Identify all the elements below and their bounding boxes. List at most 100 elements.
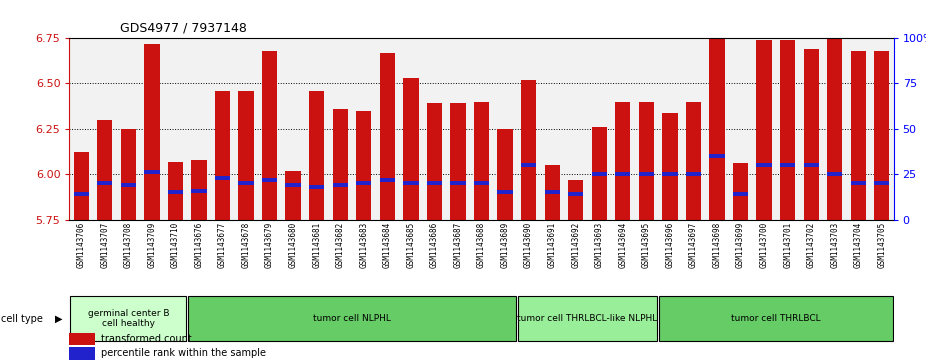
- Text: GSM1143681: GSM1143681: [312, 222, 321, 268]
- Bar: [120, 129, 136, 220]
- Bar: [804, 163, 819, 167]
- Bar: [497, 129, 513, 220]
- Text: GSM1143709: GSM1143709: [147, 222, 156, 268]
- Text: GSM1143678: GSM1143678: [242, 222, 251, 268]
- Bar: [262, 178, 277, 182]
- Bar: [215, 176, 231, 180]
- Bar: [450, 103, 466, 220]
- Bar: [732, 163, 748, 220]
- Text: GSM1143696: GSM1143696: [666, 222, 674, 268]
- Text: GSM1143680: GSM1143680: [289, 222, 297, 268]
- Text: GSM1143688: GSM1143688: [477, 222, 486, 268]
- Bar: [709, 25, 725, 220]
- Text: tumor cell THRLBCL-like NLPHL: tumor cell THRLBCL-like NLPHL: [518, 314, 657, 323]
- Bar: [403, 181, 419, 185]
- Bar: [518, 297, 657, 340]
- Bar: [592, 172, 607, 176]
- Bar: [168, 190, 183, 194]
- Bar: [474, 181, 489, 185]
- Text: GSM1143705: GSM1143705: [877, 222, 886, 268]
- Text: tumor cell NLPHL: tumor cell NLPHL: [313, 314, 391, 323]
- Bar: [874, 181, 890, 185]
- Bar: [757, 163, 771, 167]
- Text: GSM1143700: GSM1143700: [759, 222, 769, 268]
- Bar: [615, 102, 631, 220]
- Bar: [732, 192, 748, 196]
- Bar: [144, 170, 159, 174]
- Bar: [97, 181, 112, 185]
- Bar: [827, 172, 843, 176]
- Bar: [168, 162, 183, 220]
- Bar: [686, 172, 701, 176]
- Text: GSM1143689: GSM1143689: [501, 222, 509, 268]
- Text: GSM1143710: GSM1143710: [171, 222, 180, 268]
- Text: GSM1143699: GSM1143699: [736, 222, 745, 268]
- Text: GDS4977 / 7937148: GDS4977 / 7937148: [120, 21, 247, 34]
- Bar: [144, 44, 159, 220]
- Text: GSM1143676: GSM1143676: [194, 222, 204, 268]
- Text: GSM1143708: GSM1143708: [124, 222, 132, 268]
- Text: GSM1143677: GSM1143677: [218, 222, 227, 268]
- Bar: [544, 190, 560, 194]
- Bar: [215, 91, 231, 220]
- Bar: [309, 91, 324, 220]
- Text: GSM1143698: GSM1143698: [712, 222, 721, 268]
- Bar: [544, 165, 560, 220]
- Bar: [709, 154, 725, 158]
- Bar: [851, 181, 866, 185]
- Bar: [188, 297, 516, 340]
- Text: GSM1143707: GSM1143707: [100, 222, 109, 268]
- Text: germinal center B
cell healthy: germinal center B cell healthy: [88, 309, 169, 328]
- Text: GSM1143685: GSM1143685: [407, 222, 416, 268]
- Text: GSM1143697: GSM1143697: [689, 222, 698, 268]
- Bar: [827, 5, 843, 220]
- Bar: [403, 78, 419, 220]
- Bar: [238, 181, 254, 185]
- Text: GSM1143703: GSM1143703: [831, 222, 839, 268]
- Bar: [592, 127, 607, 220]
- Text: GSM1143679: GSM1143679: [265, 222, 274, 268]
- Bar: [332, 109, 348, 220]
- Bar: [380, 53, 395, 220]
- Text: GSM1143695: GSM1143695: [642, 222, 651, 268]
- Bar: [474, 102, 489, 220]
- Bar: [851, 51, 866, 220]
- Text: transformed count: transformed count: [101, 334, 192, 344]
- Bar: [639, 172, 654, 176]
- Bar: [120, 183, 136, 187]
- Bar: [662, 113, 678, 220]
- Bar: [780, 40, 795, 220]
- Bar: [686, 102, 701, 220]
- Bar: [73, 152, 89, 220]
- Text: GSM1143690: GSM1143690: [524, 222, 533, 268]
- Bar: [192, 188, 206, 192]
- Text: GSM1143686: GSM1143686: [430, 222, 439, 268]
- Bar: [285, 171, 301, 220]
- Bar: [450, 181, 466, 185]
- Bar: [804, 49, 819, 220]
- Text: GSM1143687: GSM1143687: [454, 222, 462, 268]
- Text: GSM1143702: GSM1143702: [807, 222, 816, 268]
- Text: tumor cell THRLBCL: tumor cell THRLBCL: [731, 314, 820, 323]
- Bar: [659, 297, 893, 340]
- Bar: [757, 40, 771, 220]
- Text: GSM1143684: GSM1143684: [382, 222, 392, 268]
- Text: GSM1143693: GSM1143693: [594, 222, 604, 268]
- Text: cell type: cell type: [1, 314, 43, 323]
- Bar: [615, 172, 631, 176]
- Text: GSM1143691: GSM1143691: [547, 222, 557, 268]
- Bar: [497, 190, 513, 194]
- Bar: [69, 333, 95, 345]
- Text: GSM1143701: GSM1143701: [783, 222, 792, 268]
- Bar: [380, 178, 395, 182]
- Bar: [521, 80, 536, 220]
- Bar: [662, 172, 678, 176]
- Bar: [874, 51, 890, 220]
- Bar: [568, 192, 583, 196]
- Bar: [427, 181, 442, 185]
- Text: ▶: ▶: [55, 314, 62, 323]
- Text: GSM1143683: GSM1143683: [359, 222, 369, 268]
- Text: GSM1143682: GSM1143682: [336, 222, 344, 268]
- Text: GSM1143706: GSM1143706: [77, 222, 86, 268]
- Bar: [238, 91, 254, 220]
